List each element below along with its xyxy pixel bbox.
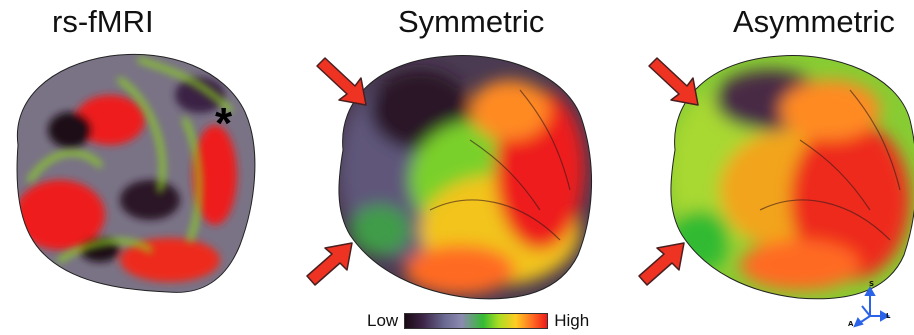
brain-asymmetric	[670, 55, 914, 300]
brain-rs-fmri	[16, 53, 256, 293]
asterisk-marker: *	[215, 99, 233, 148]
orientation-left-label: L	[886, 312, 891, 320]
arrow-symmetric-bottom	[306, 242, 353, 286]
brain-figure: *	[16, 53, 914, 300]
panel-title-symmetric: Symmetric	[398, 4, 545, 39]
panel-title-rs-fmri: rs-fMRI	[52, 4, 154, 39]
arrow-asymmetric-bottom	[638, 242, 685, 286]
color-scale-bar	[404, 313, 549, 329]
arrow-symmetric-top	[316, 57, 367, 106]
panel-title-asymmetric: Asymmetric	[733, 4, 895, 39]
legend-high-label: High	[554, 311, 590, 330]
orientation-superior-label: S	[869, 280, 875, 288]
color-scale-legend: Low High	[367, 310, 589, 332]
orientation-axes-icon: S A L	[848, 280, 892, 330]
arrow-asymmetric-top	[648, 57, 699, 106]
orientation-anterior-label: A	[848, 320, 854, 328]
brain-symmetric	[338, 55, 593, 300]
legend-low-label: Low	[367, 311, 399, 330]
